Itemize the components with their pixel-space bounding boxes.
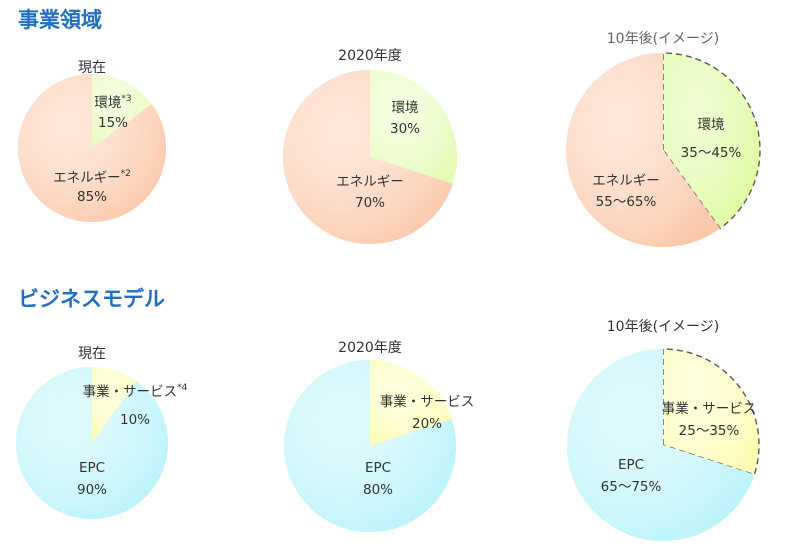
slice-label: EPC xyxy=(618,457,644,473)
slice-value-label: 30% xyxy=(390,121,420,137)
pie-slice-shading xyxy=(567,349,755,541)
slice-value-label: 35～45% xyxy=(681,145,742,161)
slice-value-label: 20% xyxy=(412,416,442,432)
slice-value-label: 70% xyxy=(355,195,385,211)
pie-slice-shading xyxy=(370,360,452,446)
slice-label: 事業・サービス xyxy=(662,401,757,417)
slice-label: 事業・サービス*4 xyxy=(83,383,188,400)
slice-label: EPC xyxy=(365,460,391,476)
slice-label: エネルギー*2 xyxy=(53,169,131,186)
slice-value-label: 55～65% xyxy=(596,194,657,210)
pie-slice-shading xyxy=(370,70,457,184)
chart-title: 2020年度 xyxy=(338,340,402,356)
slice-value-label: 80% xyxy=(363,482,393,498)
slice-value-label: 90% xyxy=(77,482,107,498)
slice-label: 環境 xyxy=(698,117,725,133)
chart-title: 現在 xyxy=(78,346,106,362)
pie-chart-3: 10年後(イメージ) 環境 35～45% エネルギー 55～65% xyxy=(565,31,761,247)
slice-label: エネルギー xyxy=(592,173,660,189)
pie-slice-shading xyxy=(662,348,760,476)
pie-slice-shading xyxy=(565,53,721,247)
pie-slice-shading xyxy=(18,74,167,222)
slice-value-label: 15% xyxy=(98,115,128,131)
pie-slice-shading xyxy=(16,367,169,520)
pie-slice-shading xyxy=(92,74,152,148)
chart-title: 10年後(イメージ) xyxy=(607,31,719,47)
slice-value-label: 65～75% xyxy=(601,479,662,495)
chart-title: 現在 xyxy=(78,60,106,76)
pie-slice-shading xyxy=(282,70,453,244)
slice-value-label: 10% xyxy=(120,412,150,428)
pie-chart-6: 10年後(イメージ) 事業・サービス 25～35% EPC 65～75% xyxy=(567,319,760,541)
section-title-business-model: ビジネスモデル xyxy=(18,287,165,311)
footnote-marker: *3 xyxy=(121,94,131,104)
slice-label: 事業・サービス xyxy=(380,394,475,410)
slice-value-label: 25～35% xyxy=(679,423,740,439)
chart-title: 2020年度 xyxy=(338,48,402,64)
footnote-marker: *2 xyxy=(121,169,131,179)
pie-slice-shading xyxy=(662,52,761,230)
section-title-business-domain: 事業領域 xyxy=(18,8,102,32)
slice-label: 環境 xyxy=(392,100,419,116)
slice-label: EPC xyxy=(79,460,105,476)
pie-slice-shading xyxy=(284,360,457,532)
pie-slice-shading xyxy=(92,367,137,443)
footnote-marker: *4 xyxy=(177,383,188,393)
slice-value-label: 85% xyxy=(77,189,107,205)
slice-label: エネルギー xyxy=(336,174,404,190)
chart-title: 10年後(イメージ) xyxy=(607,319,719,335)
